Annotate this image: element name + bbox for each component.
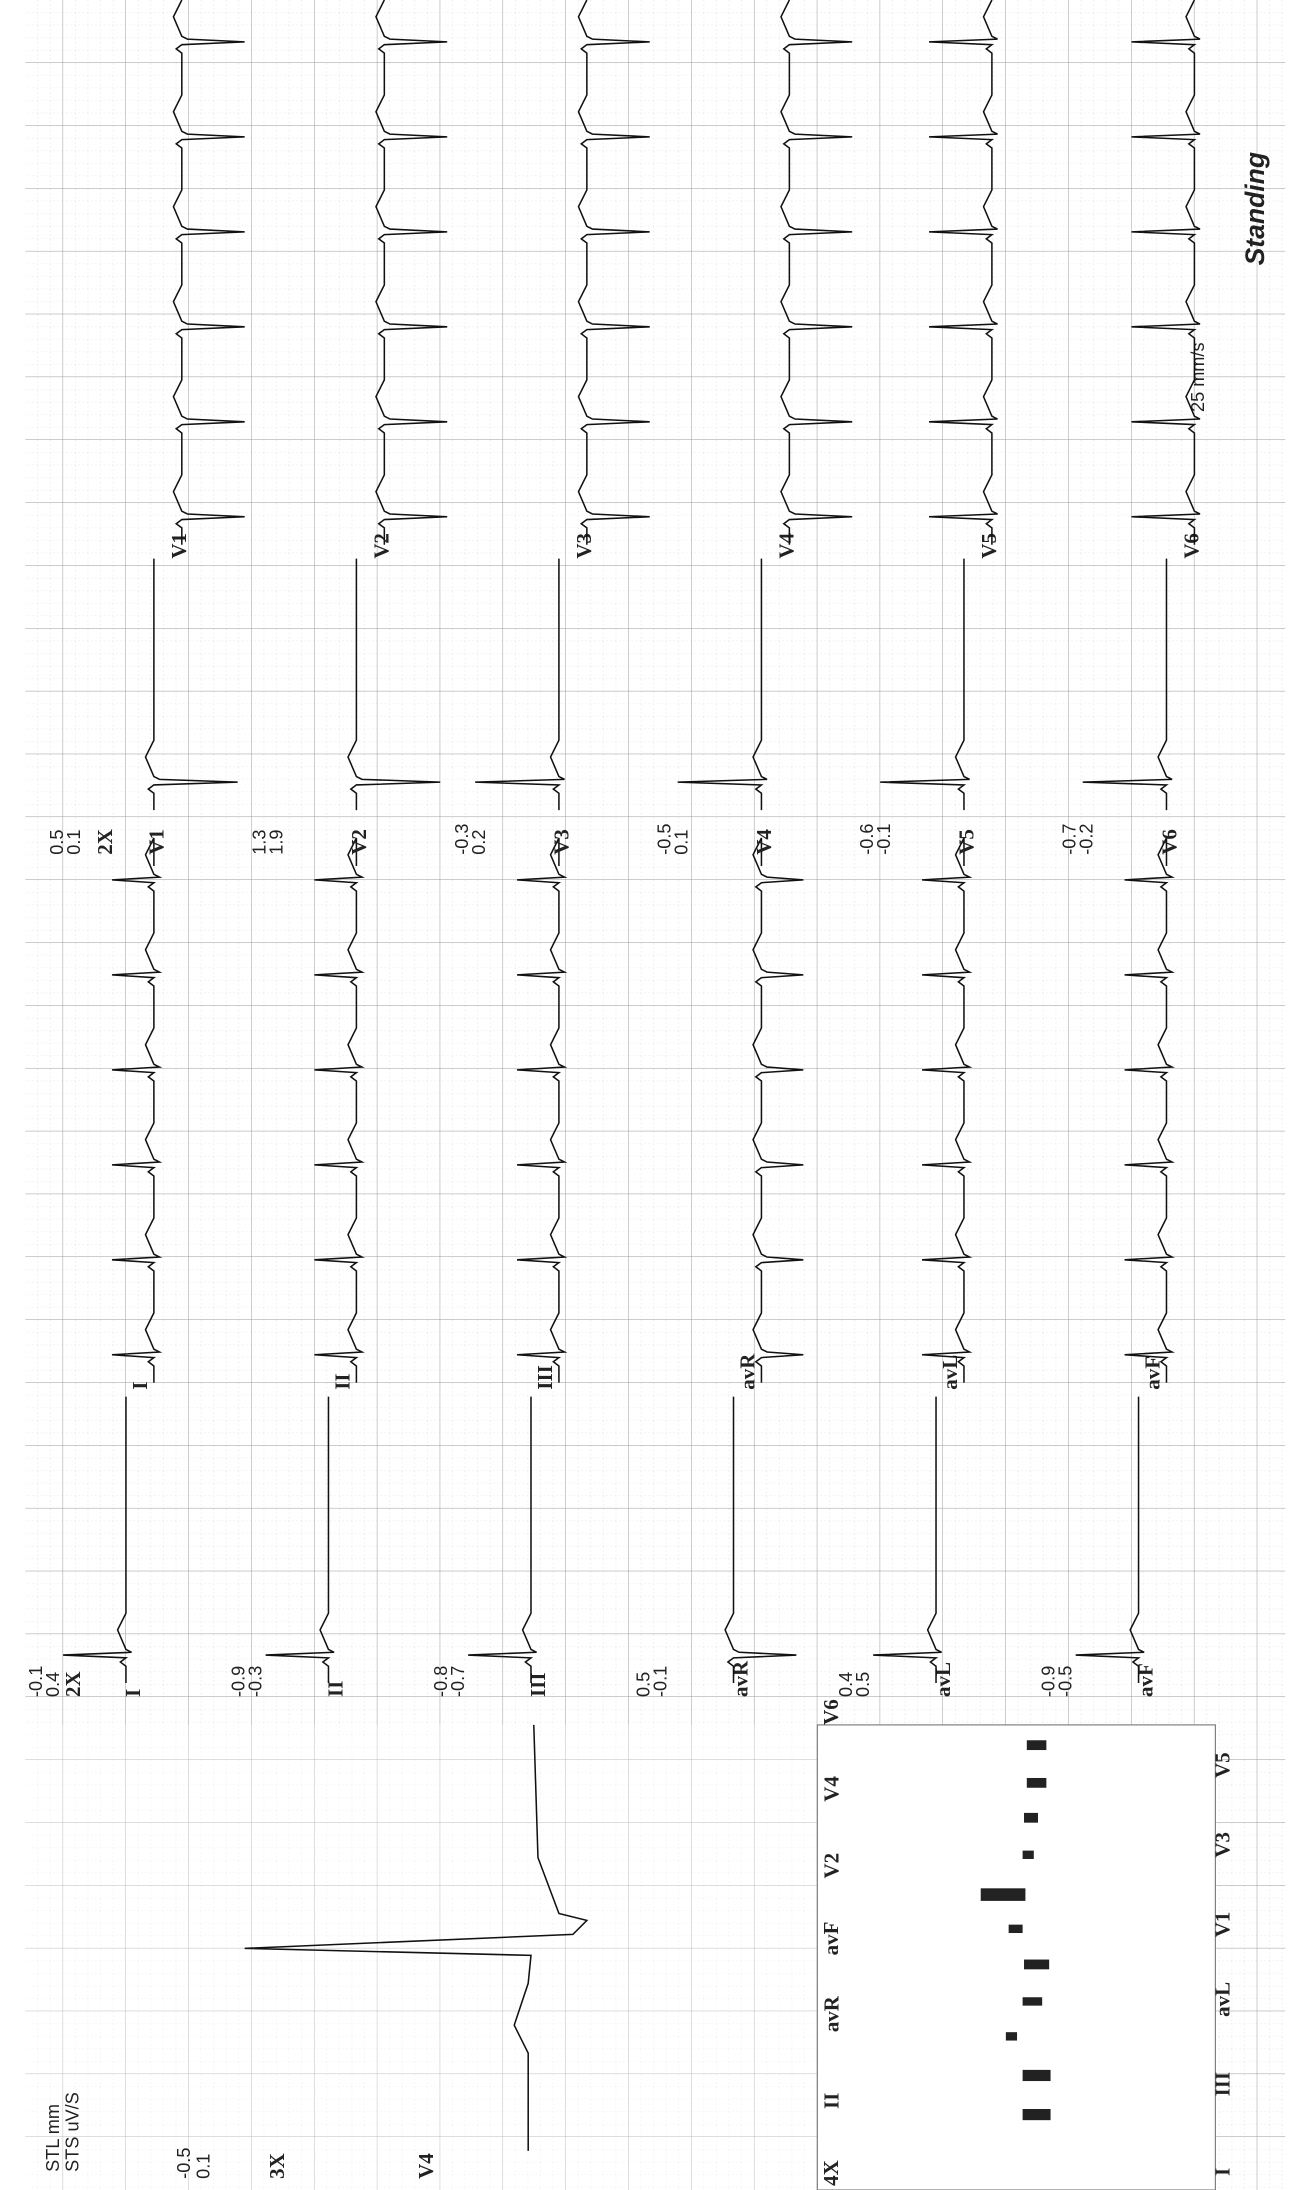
stl-value: 0.4 — [836, 1672, 856, 1697]
strip-label: III — [533, 1365, 557, 1389]
ecg-trace — [577, 0, 650, 545]
ecg-trace — [172, 0, 245, 545]
stl-value: -0.8 — [431, 1666, 451, 1697]
ecg-trace — [1082, 558, 1173, 811]
ecg-trace — [922, 837, 973, 1383]
sts-value: -0.5 — [1056, 1666, 1076, 1697]
lead-name: avL — [931, 1662, 955, 1697]
ecg-trace — [873, 1396, 942, 1684]
ecg-trace — [468, 1396, 537, 1684]
bar-label: V6 — [819, 1699, 843, 1725]
bar-label: V3 — [1210, 1832, 1234, 1858]
strip-label: V2 — [370, 533, 394, 559]
sts-value: 0.1 — [194, 2154, 214, 2179]
strip-label: avF — [1140, 1356, 1164, 1390]
ecg-trace — [516, 837, 568, 1383]
stl-value: 0.5 — [47, 830, 67, 855]
strip-label: V4 — [775, 533, 799, 559]
strip-label: II — [330, 1373, 354, 1389]
lead-name: V3 — [550, 829, 574, 855]
bar-label: II — [819, 2093, 843, 2109]
ecg-trace — [752, 837, 804, 1383]
stl-value: 1.3 — [250, 830, 270, 855]
ecg-trace — [375, 0, 448, 545]
lead-name: V5 — [955, 829, 979, 855]
stl-value: -0.9 — [1039, 1666, 1059, 1697]
lead-name: V4 — [752, 829, 776, 855]
strip-label: avL — [938, 1355, 962, 1390]
lead-name: III — [526, 1673, 550, 1697]
zoom-panel — [25, 1724, 818, 2190]
stl-value: -0.5 — [174, 2148, 194, 2179]
stl-value: -0.6 — [857, 824, 877, 855]
ecg-trace — [1124, 837, 1175, 1383]
strip-label: V6 — [1180, 533, 1204, 559]
bar-gain: 4X — [819, 2160, 843, 2186]
ecg-trace — [1131, 0, 1201, 545]
stl-label: STL mm — [43, 2104, 63, 2172]
ecg-trace — [144, 558, 238, 811]
lead-name: V6 — [1157, 829, 1181, 855]
lead-name: V2 — [347, 829, 371, 855]
stl-value: -0.5 — [655, 824, 675, 855]
bar-label: V1 — [1210, 1912, 1234, 1938]
bar-label: V2 — [819, 1853, 843, 1879]
ecg-trace — [677, 558, 768, 811]
lead-name: avF — [1134, 1663, 1158, 1697]
ecg-trace — [724, 1396, 797, 1684]
lead-name: I — [121, 1689, 145, 1697]
bar-label: avL — [1210, 1982, 1234, 2017]
lead-name: II — [323, 1681, 347, 1697]
strip-label: I — [128, 1382, 152, 1390]
lead-name: V1 — [145, 829, 169, 855]
ecg-trace — [314, 837, 365, 1383]
bar-label: V5 — [1210, 1752, 1234, 1778]
sts-value: -0.3 — [245, 1666, 265, 1697]
bar-label: V4 — [819, 1776, 843, 1802]
stl-value: -0.7 — [1060, 824, 1080, 855]
sts-label: STS uV/S — [62, 2092, 82, 2172]
ecg-trace — [880, 558, 970, 811]
bar-label: III — [1210, 2072, 1234, 2096]
ecg-trace — [111, 837, 163, 1383]
gain: 3X — [265, 2153, 289, 2179]
sts-value: 0.4 — [43, 1672, 63, 1697]
ecg-trace — [1075, 1396, 1145, 1684]
strip-label: V1 — [167, 533, 191, 559]
ecg-trace — [347, 558, 441, 811]
ecg-trace — [929, 0, 998, 545]
sts-value: -0.2 — [1076, 824, 1096, 855]
sts-value: 0.5 — [853, 1672, 873, 1697]
st-bars — [980, 1740, 1051, 2121]
stl-value: -0.3 — [452, 824, 472, 855]
paper-speed: 25 mm/s — [1188, 342, 1208, 412]
bar-label: I — [1210, 2168, 1234, 2176]
gain: 2X — [61, 1671, 85, 1697]
sts-value: -0.1 — [874, 824, 894, 855]
stl-value: -0.1 — [26, 1666, 46, 1697]
sts-value: -0.1 — [650, 1666, 670, 1697]
stl-value: 0.5 — [634, 1672, 654, 1697]
stl-value: -0.9 — [229, 1666, 249, 1697]
ecg-trace — [265, 1396, 335, 1684]
ecg-trace — [780, 0, 853, 545]
ecg-trace — [244, 1724, 589, 2151]
gain: 2X — [93, 829, 117, 855]
bar-label: avR — [819, 1995, 843, 2032]
strip-label: V5 — [977, 533, 1001, 559]
sts-value: 1.9 — [266, 830, 286, 855]
sts-value: 0.1 — [64, 830, 84, 855]
bar-label: avF — [819, 1922, 843, 1956]
sts-value: -0.7 — [448, 1666, 468, 1697]
condition: Standing — [1240, 152, 1270, 265]
sts-value: 0.1 — [671, 830, 691, 855]
strip-label: avR — [735, 1353, 759, 1390]
ecg-trace — [475, 558, 565, 811]
ecg-trace — [63, 1396, 132, 1684]
lead-name: V4 — [414, 2153, 438, 2179]
sts-value: 0.2 — [469, 830, 489, 855]
bar-panel — [816, 1724, 1216, 2190]
strip-label: V3 — [572, 533, 596, 559]
